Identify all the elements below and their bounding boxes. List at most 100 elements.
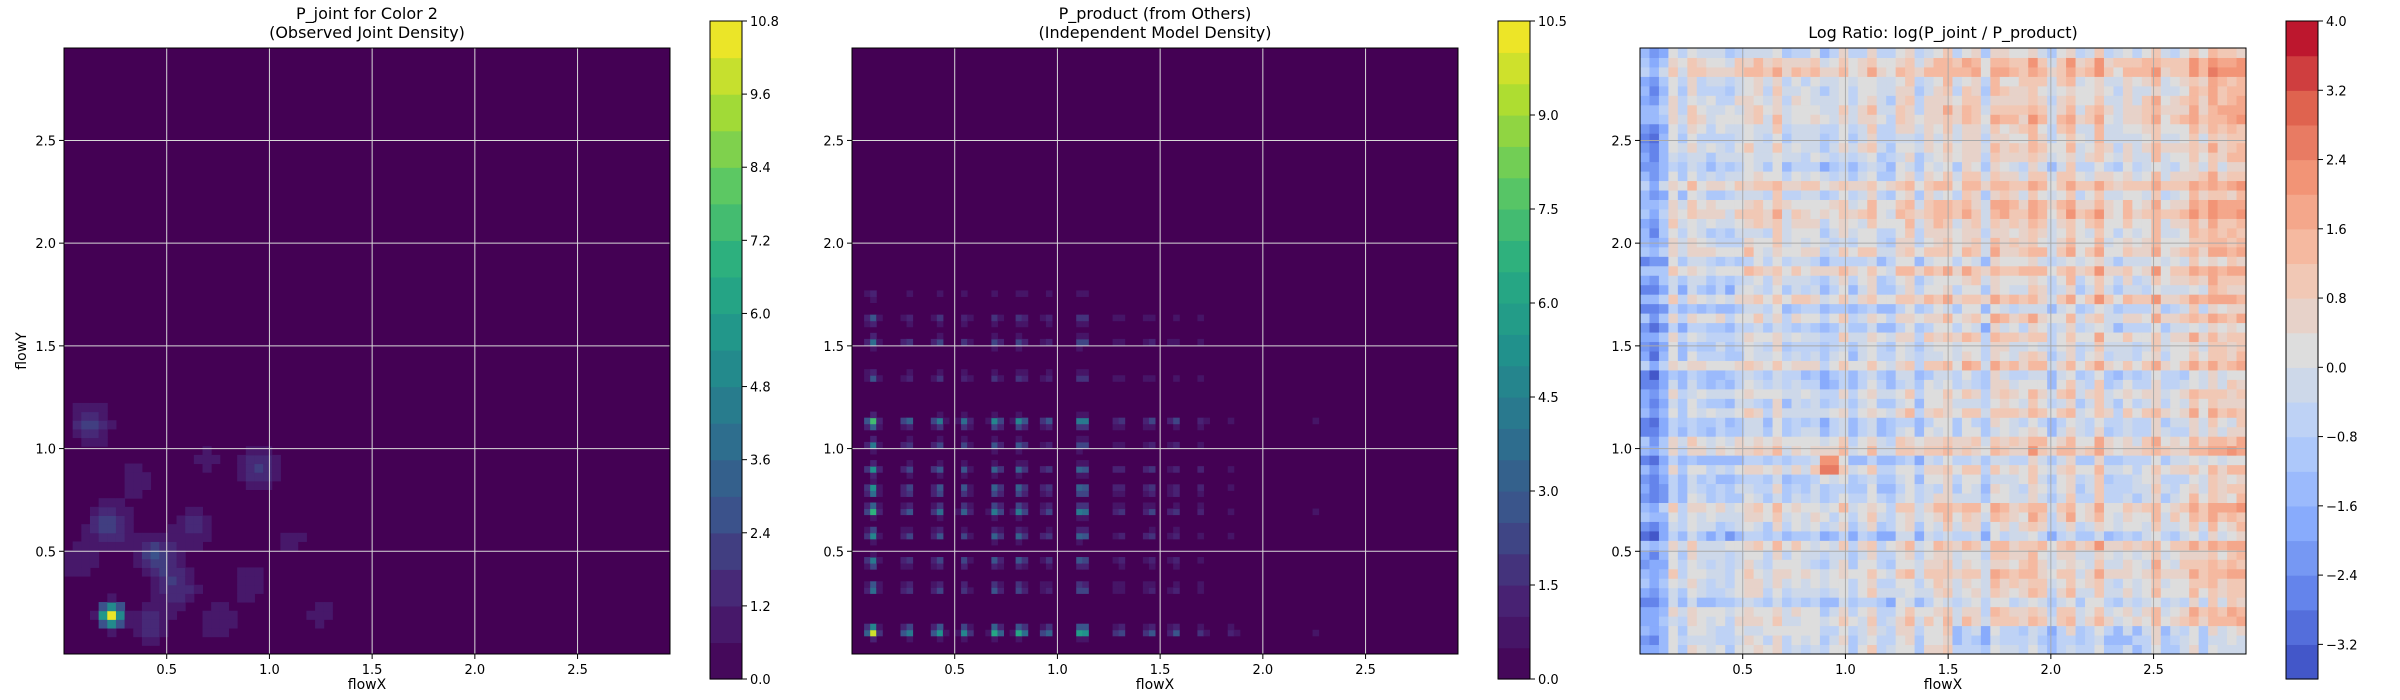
heat-cell: [1021, 314, 1029, 322]
heat-cell: [1838, 66, 1849, 77]
heat-cell: [2132, 407, 2143, 418]
heat-cell: [2113, 474, 2124, 485]
heat-cell: [1715, 493, 1726, 503]
heat-cell: [1810, 275, 1821, 286]
heat-cell: [1838, 521, 1849, 532]
heat-cell: [1744, 511, 1755, 522]
heat-cell: [1753, 104, 1764, 115]
heat-cell: [1715, 445, 1726, 456]
heat-cell: [1744, 417, 1755, 428]
heat-cell: [1895, 256, 1906, 267]
heat-cell: [1857, 483, 1868, 494]
heat-cell: [1677, 436, 1688, 447]
heat-cell: [2217, 265, 2228, 276]
heat-cell: [2179, 190, 2190, 200]
heat-cell: [2113, 294, 2124, 305]
heat-cell: [2103, 369, 2114, 380]
heat-cell: [2208, 104, 2219, 115]
heat-cell: [1980, 616, 1991, 627]
heat-cell: [1838, 379, 1849, 390]
heat-cell: [2018, 606, 2029, 617]
heat-cell: [2208, 322, 2219, 333]
heat-cell: [2141, 426, 2152, 437]
heat-cell: [1658, 559, 1669, 570]
heat-cell: [1649, 455, 1660, 466]
heat-cell: [2141, 208, 2152, 219]
heat-cell: [1677, 313, 1688, 324]
heat-cell: [1857, 57, 1868, 68]
heat-cell: [2132, 644, 2143, 655]
heat-cell: [2085, 559, 2095, 570]
heat-cell: [1867, 265, 1878, 276]
heat-cell: [1167, 484, 1174, 491]
heat-cell: [1800, 530, 1811, 541]
heat-cell: [1658, 76, 1669, 87]
heat-cell: [2217, 578, 2228, 589]
heat-cell: [1791, 407, 1802, 418]
heat-cell: [1999, 511, 2010, 522]
heat-cell: [997, 581, 1004, 588]
heat-cell: [1640, 48, 1650, 58]
heat-cell: [2009, 142, 2020, 153]
heat-cell: [1045, 338, 1053, 346]
heat-cell: [2170, 616, 2181, 627]
heat-cell: [1876, 625, 1887, 636]
heat-cell: [1142, 623, 1150, 631]
heat-cell: [1990, 483, 2001, 494]
heat-cell: [1687, 256, 1698, 267]
heat-cell: [2208, 341, 2219, 352]
heat-cell: [1980, 152, 1991, 163]
heat-cell: [2160, 227, 2171, 238]
colorbar-level: [1498, 334, 1530, 367]
heat-cell: [2170, 275, 2181, 286]
panel2-x-axis-label: flowX: [1136, 677, 1175, 693]
heat-cell: [1876, 190, 1887, 200]
heat-cell: [1076, 447, 1083, 455]
heat-cell: [219, 610, 229, 620]
heat-cell: [1782, 227, 1792, 238]
heat-cell: [1952, 218, 1963, 229]
heat-cell: [1197, 466, 1204, 473]
heat-cell: [870, 296, 877, 304]
heat-cell: [997, 508, 1004, 516]
heat-cell: [1706, 635, 1717, 646]
heat-cell: [1905, 606, 1916, 617]
heat-cell: [2198, 464, 2209, 475]
heat-cell: [1148, 338, 1156, 346]
heat-cell: [2141, 104, 2152, 115]
heat-cell: [1687, 246, 1698, 257]
heat-cell: [1980, 104, 1991, 115]
heat-cell: [1725, 152, 1736, 163]
heat-cell: [2056, 559, 2067, 570]
heat-cell: [1734, 57, 1745, 68]
heat-cell: [2132, 85, 2143, 96]
heat-cell: [1829, 161, 1840, 172]
heat-cell: [2151, 66, 2162, 77]
heat-cell: [900, 466, 908, 473]
heat-cell: [1933, 379, 1944, 390]
heat-cell: [1772, 284, 1783, 295]
heat-cell: [1791, 369, 1802, 380]
heat-cell: [961, 338, 968, 346]
heat-cell: [1696, 644, 1707, 655]
heat-cell: [1148, 563, 1156, 570]
heat-cell: [2217, 76, 2228, 87]
heat-cell: [2018, 521, 2029, 532]
heat-cell: [1118, 338, 1126, 346]
heat-cell: [864, 466, 871, 473]
heat-cell: [1791, 549, 1802, 560]
heat-cell: [2189, 445, 2200, 456]
heat-cell: [1791, 322, 1802, 333]
heat-cell: [1753, 284, 1764, 295]
heat-cell: [1015, 526, 1023, 534]
heat-cell: [1753, 474, 1764, 485]
heat-cell: [1649, 398, 1660, 409]
heat-cell: [1838, 114, 1849, 125]
heat-cell: [2122, 625, 2133, 636]
heat-cell: [2179, 275, 2190, 286]
heat-cell: [1971, 256, 1982, 267]
heat-cell: [1829, 436, 1840, 447]
heat-cell: [1971, 597, 1982, 608]
heat-cell: [2198, 540, 2209, 551]
heat-cell: [2160, 511, 2171, 522]
